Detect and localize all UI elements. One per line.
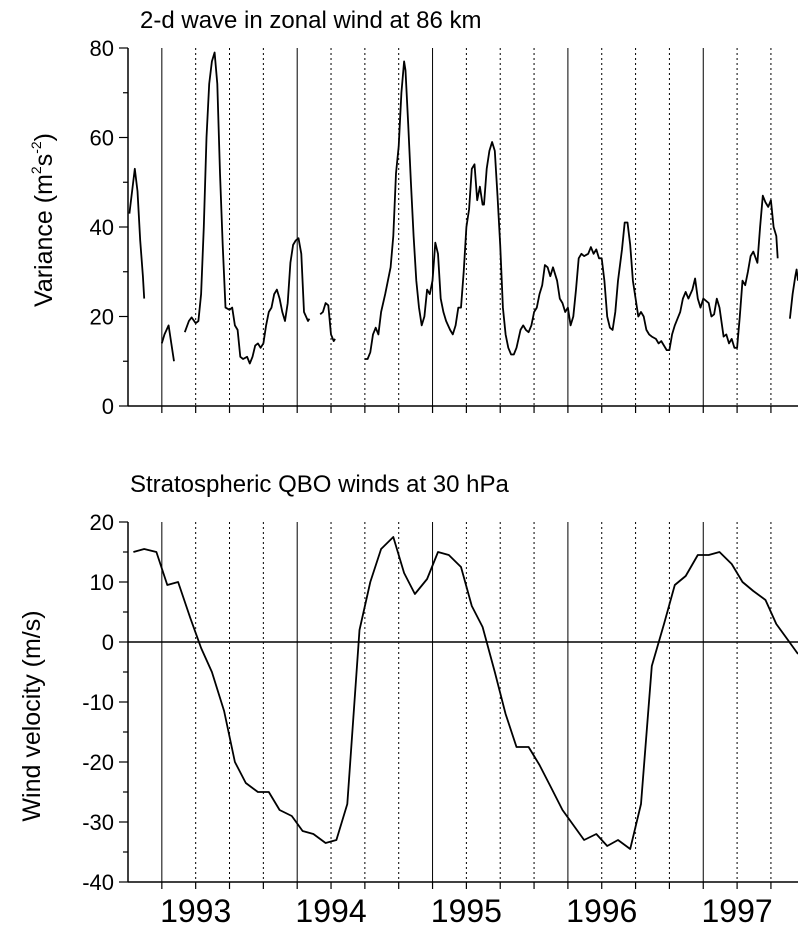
y-tick-label: 0 xyxy=(102,394,114,419)
y-tick-label: -20 xyxy=(82,750,114,775)
series-line xyxy=(364,60,779,360)
series-lines xyxy=(128,51,798,365)
y-ticks: 0 20 40 60 80 xyxy=(90,36,128,419)
y-tick-label: -10 xyxy=(82,690,114,715)
chart-title: 2-d wave in zonal wind at 86 km xyxy=(140,7,482,34)
y-tick-label: -40 xyxy=(82,870,114,895)
series-line xyxy=(789,268,798,319)
y-axis-label-text: Variance (m xyxy=(30,174,58,307)
y-tick-label: 80 xyxy=(90,36,114,61)
grid xyxy=(161,48,772,406)
y-tick-label: 10 xyxy=(90,570,114,595)
y-ticks: -40 -30 -20 -10 0 10 20 xyxy=(82,510,128,895)
x-tick-label: 1993 xyxy=(160,893,231,928)
y-axis-label-unit: s xyxy=(30,154,58,167)
axes xyxy=(127,48,798,413)
x-tick-label: 1995 xyxy=(431,893,502,928)
y-axis-label-superscript: 2 xyxy=(28,166,44,174)
grid xyxy=(161,522,772,882)
y-axis-label-end: ) xyxy=(30,133,58,141)
y-axis-label-superscript: -2 xyxy=(28,141,44,154)
series-line xyxy=(160,324,175,362)
y-tick-label: -30 xyxy=(82,810,114,835)
y-tick-label: 60 xyxy=(90,126,114,151)
series-line xyxy=(128,167,146,299)
y-tick-label: 20 xyxy=(90,305,114,330)
x-tick-label: 1996 xyxy=(566,893,637,928)
x-tick-label: 1994 xyxy=(295,893,366,928)
y-tick-label: 0 xyxy=(102,630,114,655)
y-tick-label: 20 xyxy=(90,510,114,535)
qbo-chart: Stratospheric QBO winds at 30 hPa -40 -30… xyxy=(18,471,798,928)
series-line xyxy=(133,536,798,850)
series-line xyxy=(183,51,311,365)
series-line xyxy=(319,302,336,343)
x-tick-labels: 1993 1994 1995 1996 1997 xyxy=(160,893,773,928)
y-axis-label: Variance (m2s-2) xyxy=(28,133,58,307)
x-tick-label: 1997 xyxy=(701,893,772,928)
series-lines xyxy=(133,536,798,850)
y-tick-label: 40 xyxy=(90,215,114,240)
chart-title: Stratospheric QBO winds at 30 hPa xyxy=(130,471,510,498)
variance-chart: 2-d wave in zonal wind at 86 km 0 20 40 60 8… xyxy=(28,7,798,419)
y-axis-label: Wind velocity (m/s) xyxy=(18,610,46,821)
